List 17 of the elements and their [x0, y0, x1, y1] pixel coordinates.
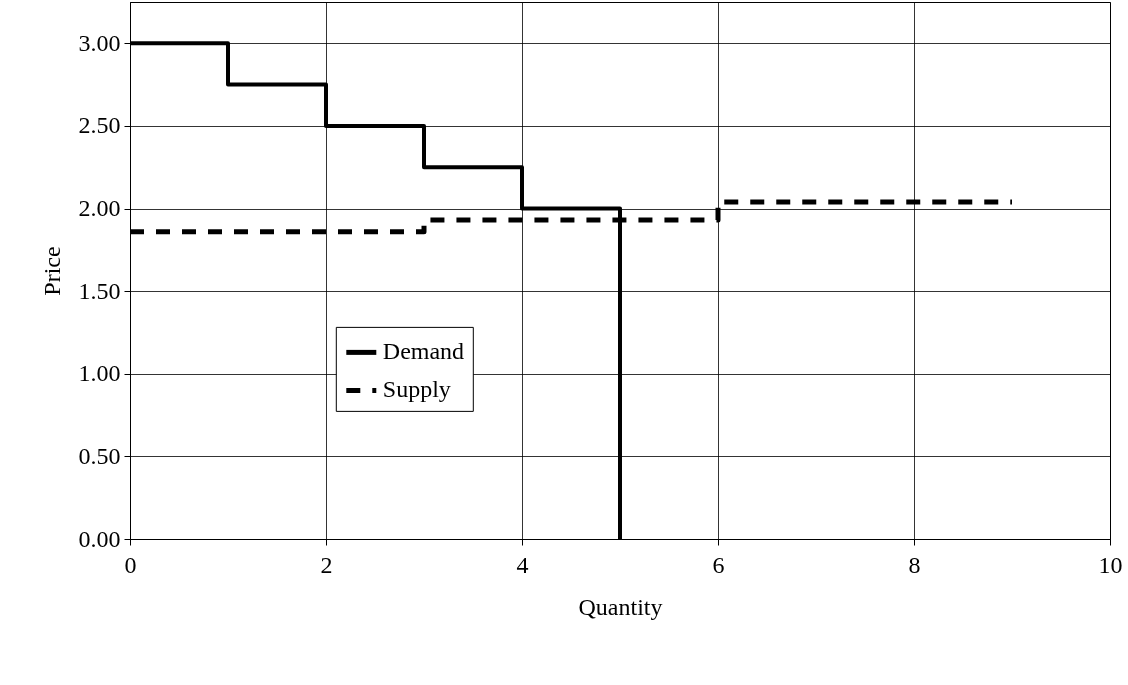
y-tick-label: 0.00	[78, 525, 121, 552]
x-tick-label: 0	[124, 551, 137, 578]
y-axis-title: Price	[38, 246, 65, 296]
y-tick-label: 2.00	[78, 195, 121, 222]
y-tick-label: 3.00	[78, 29, 121, 56]
y-tick-label: 2.50	[78, 112, 121, 139]
x-tick-label: 4	[516, 551, 529, 578]
y-tick-label: 1.50	[78, 277, 121, 304]
y-tick-label: 0.50	[78, 442, 121, 469]
x-tick-label: 2	[320, 551, 333, 578]
x-tick-label: 10	[1098, 551, 1123, 578]
x-tick-label: 6	[712, 551, 725, 578]
legend-label: Supply	[382, 376, 451, 403]
x-axis-title: Quantity	[578, 593, 663, 620]
legend-label: Demand	[382, 338, 465, 365]
y-tick-label: 1.00	[78, 360, 121, 387]
x-tick-label: 8	[908, 551, 921, 578]
